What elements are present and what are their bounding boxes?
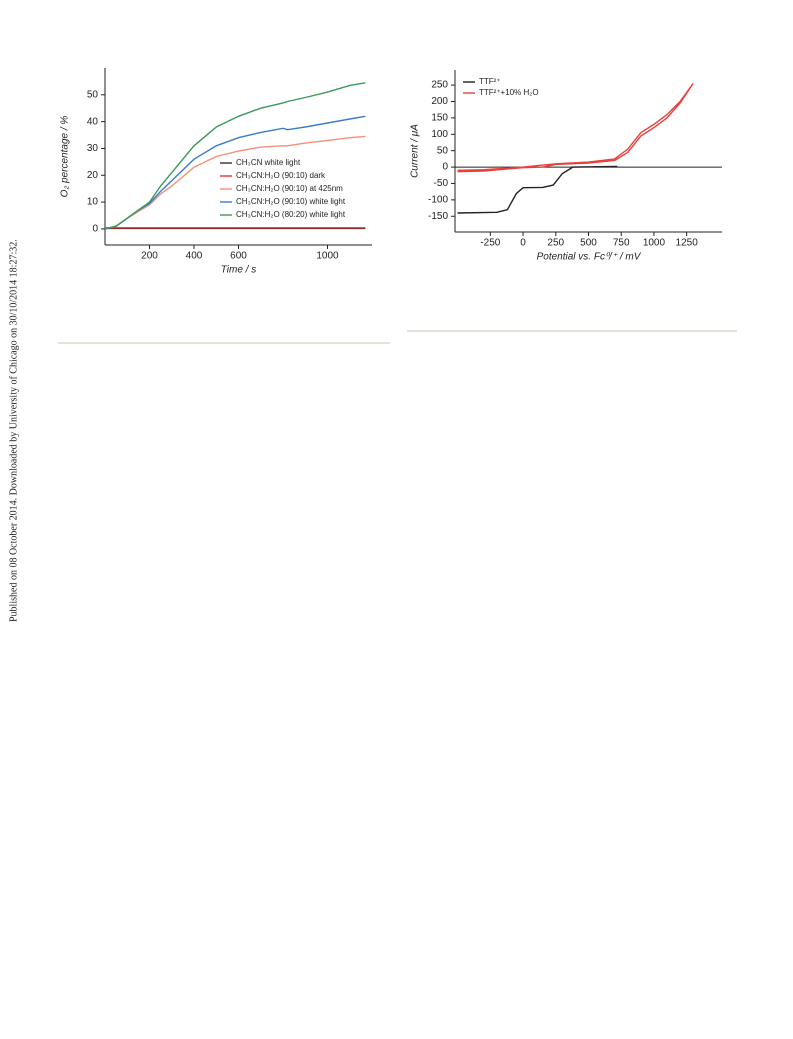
- series-line: [457, 165, 618, 214]
- x-axis-label: Time / s: [221, 265, 256, 276]
- x-tick-label: 1000: [316, 251, 339, 262]
- y-tick-label: 50: [437, 145, 449, 156]
- x-tick-label: 250: [547, 238, 564, 249]
- y-tick-label: 200: [431, 96, 448, 107]
- series-line: [457, 82, 694, 173]
- legend-label: CH₃CN:H₂O (90:10) dark: [236, 171, 326, 180]
- legend-label: CH₃CN:H₂O (90:10) white light: [236, 197, 346, 206]
- series-line: [104, 135, 366, 230]
- y-tick-label: 0: [442, 162, 448, 173]
- legend-label: TTF²⁺: [479, 77, 501, 86]
- x-tick-label: 0: [520, 238, 526, 249]
- legend-label: CH₃CN:H₂O (80:20) white light: [236, 210, 346, 219]
- y-tick-label: 0: [92, 224, 98, 235]
- y-axis-label: Current / μA: [410, 124, 421, 178]
- y-tick-label: -50: [434, 178, 449, 189]
- x-tick-label: 1000: [643, 238, 666, 249]
- y-tick-label: 100: [431, 129, 448, 140]
- legend-label: CH₃CN white light: [236, 158, 301, 167]
- y-tick-label: 150: [431, 113, 448, 124]
- x-tick-label: 400: [186, 251, 203, 262]
- y-tick-label: -150: [428, 211, 448, 222]
- x-tick-label: 500: [580, 238, 597, 249]
- x-tick-label: 600: [230, 251, 247, 262]
- x-tick-label: 1250: [676, 238, 699, 249]
- series-line: [104, 82, 366, 230]
- y-tick-label: 250: [431, 80, 448, 91]
- y-tick-label: 30: [87, 143, 99, 154]
- x-tick-label: 750: [613, 238, 630, 249]
- y-tick-label: 40: [87, 116, 99, 127]
- y-axis-label: O₂ percentage / %: [60, 116, 71, 198]
- legend-label: TTF²⁺+10% H₂O: [479, 88, 539, 97]
- x-tick-label: -250: [480, 238, 500, 249]
- legend-label: CH₃CN:H₂O (90:10) at 425nm: [236, 184, 343, 193]
- y-tick-label: 10: [87, 197, 99, 208]
- legend: CH₃CN white light CH₃CN:H₂O (90:10) dark C…: [220, 158, 346, 219]
- y-tick-label: -100: [428, 195, 448, 206]
- margin-note: Published on 08 October 2014. Downloaded…: [8, 239, 19, 622]
- x-tick-label: 200: [141, 251, 158, 262]
- x-axis-label: Potential vs. Fc⁰/⁺ / mV: [537, 252, 642, 263]
- y-tick-label: 50: [87, 89, 99, 100]
- legend: TTF²⁺ TTF²⁺+10% H₂O: [463, 77, 539, 97]
- y-tick-label: 20: [87, 170, 99, 181]
